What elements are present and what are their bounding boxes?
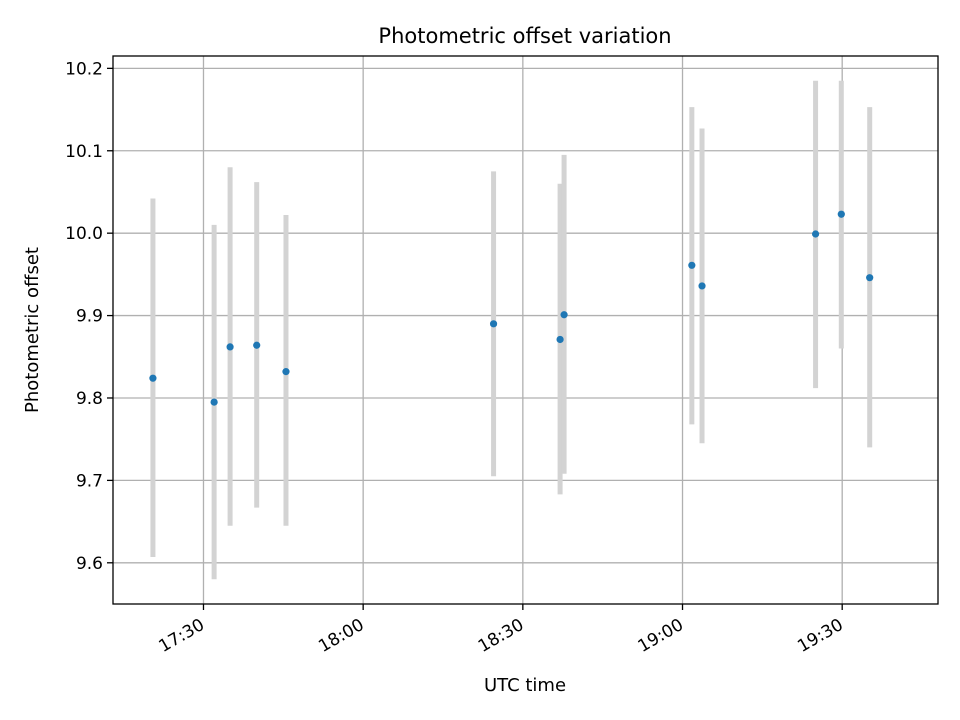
grid [113,56,938,604]
y-tick-label: 9.7 [76,471,103,491]
y-tick-label: 10.1 [65,142,103,162]
plot-area-frame [112,55,939,605]
y-tick-label: 10.2 [65,59,103,79]
y-tick-label: 10.0 [65,224,103,244]
y-tick-label: 9.8 [76,389,103,409]
data-point [282,368,290,376]
y-tick-label: 9.9 [76,307,103,327]
chart-title: Photometric offset variation [378,24,671,48]
data-point [688,261,696,269]
data-point [698,282,706,290]
data-point [149,374,157,382]
data-point [556,335,564,344]
data-point [210,398,218,406]
data-point [226,343,234,351]
data-point [253,341,261,349]
data-point [866,274,874,282]
data-point [489,320,498,328]
data-point [811,230,820,238]
data-points [149,210,874,406]
x-axis-title: UTC time [484,675,566,696]
y-axis-ticks: 9.6 9.7 9.8 9.9 10.0 10.1 10.2 [65,59,113,574]
y-axis-title: Photometric offset [22,247,43,413]
y-tick-label: 9.6 [76,554,103,574]
data-point [560,311,568,319]
data-point [837,210,845,218]
